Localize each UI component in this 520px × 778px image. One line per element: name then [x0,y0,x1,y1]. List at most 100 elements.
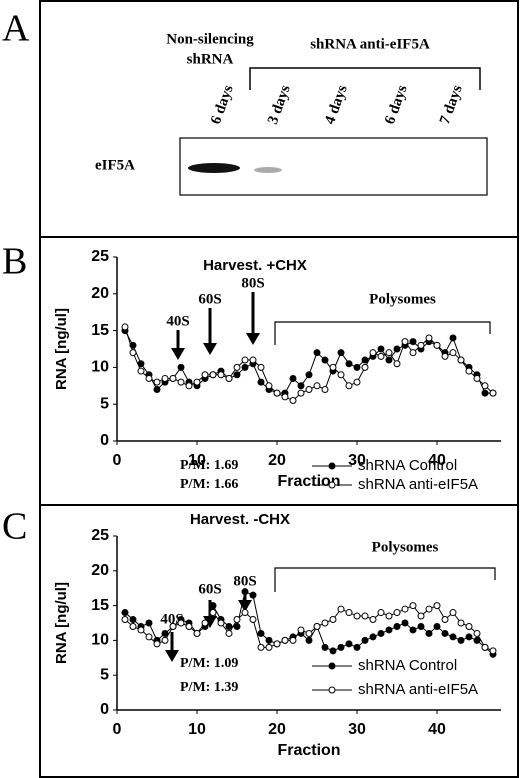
data-point [225,629,233,637]
data-point [121,323,129,331]
lane-label: 6 days [382,83,411,127]
chart-title: Harvest. +CHX [203,257,307,274]
x-tick-label: 40 [428,721,446,738]
data-point [449,609,457,617]
data-point [393,622,401,630]
panel-label: A [2,8,30,50]
chart-title: Harvest. -CHX [190,511,290,528]
x-tick-label: 30 [348,452,366,469]
data-point [121,616,129,624]
data-point [337,605,345,613]
data-point [233,363,241,371]
data-point [425,629,433,637]
data-point [449,334,457,342]
data-point [481,643,489,651]
data-point [377,629,385,637]
data-point [361,636,369,644]
data-point [361,612,369,620]
annotation: 60S [198,291,221,307]
arrowhead [171,348,185,360]
y-axis-label: RNA [ng/ul] [53,582,70,664]
data-point [353,612,361,620]
data-point [161,636,169,644]
y-tick-label: 15 [91,322,109,339]
data-point [249,591,257,599]
data-point [369,633,377,641]
y-axis-label: RNA [ng/ul] [53,308,70,390]
annotation: P/M: 1.69 [180,458,238,473]
data-point [369,616,377,624]
annotation: P/M: 1.66 [180,477,238,492]
data-point [201,619,209,627]
arrowhead [238,600,252,612]
data-point [281,636,289,644]
data-point [233,371,241,379]
y-tick-label: 5 [100,395,109,412]
data-point [417,612,425,620]
data-point [313,622,321,630]
data-point [489,647,497,655]
legend-label: shRNA Control [358,457,457,474]
data-point [329,647,337,655]
data-point [425,334,433,342]
data-point [409,338,417,346]
data-point [465,633,473,641]
annotation: Polysomes [369,291,436,307]
data-point [473,629,481,637]
data-point [217,371,225,379]
y-tick-label: 15 [91,597,109,614]
data-point [329,363,337,371]
lane-label: 3 days [265,83,294,127]
data-point [337,349,345,357]
data-point [313,382,321,390]
x-tick-label: 20 [268,452,286,469]
data-point [225,622,233,630]
data-point [257,629,265,637]
data-point [377,345,385,353]
y-tick-label: 20 [91,562,109,579]
data-point [393,360,401,368]
legend-label: shRNA Control [358,657,457,674]
data-point [297,626,305,634]
panel-label: C [2,506,27,548]
data-point [465,622,473,630]
protein-label: eIF5A [95,157,135,173]
data-point [145,619,153,627]
y-tick-label: 10 [91,359,109,376]
data-point [393,609,401,617]
data-point [361,356,369,364]
band [254,167,282,173]
data-point [305,636,313,644]
data-point [289,374,297,382]
data-point [241,588,249,596]
x-tick-label: 40 [428,452,446,469]
data-point [329,616,337,624]
arrowhead [203,343,217,355]
annotation: Polysomes [372,539,439,555]
data-point [265,636,273,644]
annotation: P/M: 1.39 [180,680,238,695]
data-point [265,643,273,651]
y-tick-label: 25 [91,527,109,544]
arrowhead [246,333,260,345]
data-point [297,382,305,390]
data-point [153,640,161,648]
data-point [489,389,497,397]
data-point [385,626,393,634]
data-point [457,619,465,627]
data-point [145,633,153,641]
lane-label: 4 days [322,83,351,127]
data-point [409,602,417,610]
x-tick-label: 30 [348,721,366,738]
data-point [249,616,257,624]
data-point [313,349,321,357]
data-point [209,371,217,379]
data-point [473,636,481,644]
data-point [321,356,329,364]
legend-marker [328,481,336,489]
bracket [274,567,496,592]
data-point [441,629,449,637]
data-point [425,605,433,613]
data-point [153,385,161,393]
data-point [433,602,441,610]
